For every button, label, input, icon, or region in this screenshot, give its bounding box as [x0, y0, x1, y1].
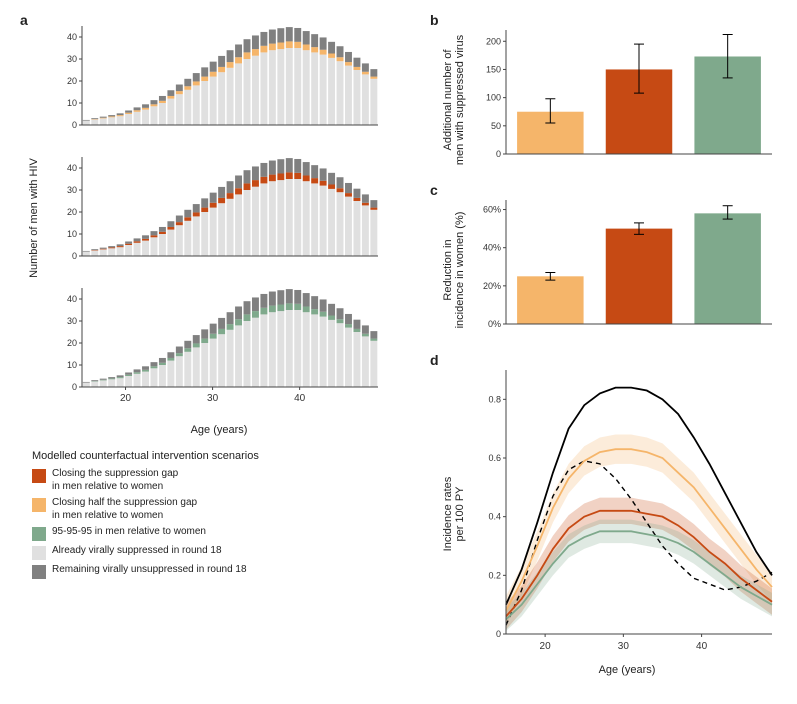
panel-c-ylabel: Reduction in incidence in women (%): [442, 170, 466, 370]
svg-text:40: 40: [67, 294, 77, 304]
legend-item: Already virally suppressed in round 18: [32, 545, 362, 560]
legend-label: 95-95-95 in men relative to women: [52, 526, 206, 539]
svg-text:30: 30: [618, 641, 630, 652]
legend-label: Remaining virally unsuppressed in round …: [52, 564, 247, 577]
svg-text:10: 10: [67, 98, 77, 108]
legend-swatch: [32, 546, 46, 560]
svg-text:0.4: 0.4: [488, 512, 501, 522]
panel-b-label: b: [430, 12, 439, 28]
svg-text:30: 30: [67, 185, 77, 195]
legend-swatch: [32, 527, 46, 541]
legend-item: Closing the suppression gap in men relat…: [32, 468, 362, 493]
svg-text:30: 30: [67, 316, 77, 326]
legend-item: 95-95-95 in men relative to women: [32, 526, 362, 541]
svg-text:0.6: 0.6: [488, 453, 501, 463]
svg-text:0: 0: [496, 629, 501, 639]
panel-b-svg: 0 50 100 150 200: [472, 22, 782, 172]
panel-d-svg: 0 0.2 0.4 0.6 0.8 20 30 40: [472, 362, 782, 662]
panel-a-label: a: [20, 12, 28, 28]
svg-text:0.2: 0.2: [488, 570, 501, 580]
legend-label: Already virally suppressed in round 18: [52, 545, 222, 558]
svg-text:150: 150: [486, 64, 501, 74]
svg-text:20: 20: [67, 76, 77, 86]
legend-swatch: [32, 469, 46, 483]
legend-swatch: [32, 565, 46, 579]
legend-title: Modelled counterfactual intervention sce…: [32, 450, 362, 462]
svg-text:40: 40: [294, 393, 306, 404]
svg-text:20: 20: [120, 393, 132, 404]
svg-text:0: 0: [72, 120, 77, 130]
panel-d-ylabel: Incidence rates per 100 PY: [442, 424, 466, 604]
svg-text:20: 20: [67, 338, 77, 348]
panel-c-label: c: [430, 182, 438, 198]
legend-label: Closing the suppression gap in men relat…: [52, 468, 178, 493]
panel-d-label: d: [430, 352, 439, 368]
svg-text:50: 50: [491, 121, 501, 131]
panel-d-xlabel: Age (years): [472, 664, 782, 676]
svg-text:0: 0: [72, 382, 77, 392]
svg-text:10: 10: [67, 360, 77, 370]
svg-text:20: 20: [540, 641, 552, 652]
legend-item: Closing half the suppression gap in men …: [32, 497, 362, 522]
svg-text:60%: 60%: [483, 205, 501, 215]
panel-c-svg: 0% 20% 40% 60%: [472, 192, 782, 342]
svg-text:40%: 40%: [483, 243, 501, 253]
svg-text:0.8: 0.8: [488, 394, 501, 404]
svg-text:0: 0: [496, 149, 501, 159]
svg-text:30: 30: [67, 54, 77, 64]
svg-text:40: 40: [696, 641, 708, 652]
svg-text:10: 10: [67, 229, 77, 239]
svg-text:200: 200: [486, 36, 501, 46]
svg-text:40: 40: [67, 32, 77, 42]
svg-text:0: 0: [72, 251, 77, 261]
svg-text:100: 100: [486, 93, 501, 103]
figure-root: a Number of men with HIV 0 10 20 30 40 0 10 20 3…: [12, 12, 785, 692]
panel-a-ylabel: Number of men with HIV: [28, 138, 40, 298]
svg-text:30: 30: [207, 393, 219, 404]
legend: Modelled counterfactual intervention sce…: [32, 450, 362, 583]
svg-text:20: 20: [67, 207, 77, 217]
svg-text:0%: 0%: [488, 319, 501, 329]
legend-label: Closing half the suppression gap in men …: [52, 497, 197, 522]
legend-swatch: [32, 498, 46, 512]
legend-item: Remaining virally unsuppressed in round …: [32, 564, 362, 579]
svg-text:20%: 20%: [483, 281, 501, 291]
panel-a-svg: 0 10 20 30 40 0 10 20 30 40 0 10 20 30 40 20 30 40: [54, 22, 384, 422]
svg-text:40: 40: [67, 163, 77, 173]
panel-a-xlabel: Age (years): [54, 424, 384, 436]
